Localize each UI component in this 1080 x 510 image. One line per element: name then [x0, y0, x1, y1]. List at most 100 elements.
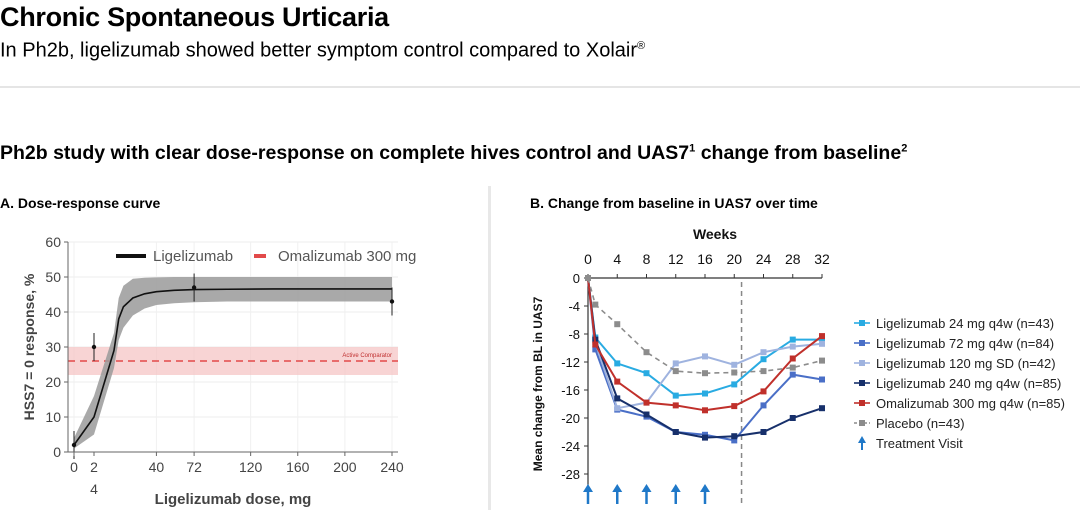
- series-point-4: [672, 402, 679, 409]
- series-point-2: [789, 343, 796, 350]
- treatment-arrow-head: [641, 484, 652, 492]
- x-tick-label-b: 4: [613, 251, 621, 267]
- legend-treatment-arrow-head: [858, 436, 866, 443]
- series-point-1: [592, 346, 599, 353]
- series-point-5: [819, 357, 825, 364]
- series-line-0: [587, 277, 822, 397]
- legend-label-1: Ligelizumab 72 mg q4w (n=84): [876, 336, 1054, 351]
- ligelizumab-fit-line: [73, 288, 392, 446]
- x-axis-title-a: Ligelizumab dose, mg: [155, 491, 312, 508]
- series-point-3: [643, 411, 650, 418]
- x-tick-label-a: 200: [333, 459, 357, 475]
- series-point-4: [702, 407, 708, 414]
- series-point-1: [819, 376, 825, 383]
- observed-point: [389, 299, 395, 304]
- observed-point: [91, 344, 97, 350]
- series-line-2: [587, 277, 823, 410]
- legend-label-2: Ligelizumab 120 mg SD (n=42): [876, 356, 1056, 371]
- footnote-2: 2: [901, 142, 908, 155]
- x-tick-label-a: 4: [90, 481, 98, 497]
- legend-label-4: Omalizumab 300 mg q4w (n=85): [876, 396, 1065, 411]
- legend-label-5: Placebo (n=43): [876, 416, 965, 431]
- y-tick-label-a: 50: [45, 269, 61, 285]
- comparator-label: Active Comparator: [342, 353, 392, 359]
- series-line-4: [587, 277, 823, 412]
- series-point-3: [819, 405, 825, 412]
- x-tick-label-b: 32: [814, 251, 830, 267]
- page-subtitle: In Ph2b, ligelizumab showed better sympt…: [0, 34, 645, 63]
- series-point-1: [789, 371, 796, 378]
- uas7-change-chart: Weeks Mean change from BL in UAS7 0 4 8 12 16 2…: [531, 226, 1065, 504]
- y-tick-label-a: 0: [53, 444, 61, 460]
- series-point-2: [702, 353, 708, 360]
- y-tick-label-b: -8: [568, 327, 580, 342]
- series-point-2: [672, 360, 679, 367]
- x-tick-label-b: 28: [785, 251, 801, 267]
- x-tick-label-a: 120: [239, 459, 263, 475]
- series-point-5: [760, 368, 767, 375]
- series-point-0: [731, 381, 738, 388]
- series-point-4: [643, 399, 650, 406]
- series-point-0: [614, 360, 621, 367]
- series-point-3: [789, 415, 796, 421]
- legend-label-treatment-visit: Treatment Visit: [876, 436, 963, 451]
- treatment-arrow-head: [612, 484, 623, 492]
- x-tick-label-a: 160: [286, 459, 310, 475]
- series-line-5: [587, 277, 823, 375]
- y-axis-title-b: Mean change from BL in UAS7: [531, 296, 545, 471]
- y-axis-title-a: HSS7 = 0 response, %: [21, 273, 37, 420]
- confidence-band: [74, 277, 392, 449]
- y-tick-label-a: 30: [45, 339, 61, 355]
- series-point-0: [789, 336, 796, 343]
- legend-label-0: Ligelizumab 24 mg q4w (n=43): [876, 316, 1054, 331]
- x-tick-label-b: 16: [697, 251, 713, 267]
- top-divider: [0, 86, 1080, 88]
- x-axis-title-b: Weeks: [693, 226, 737, 242]
- series-point-5: [614, 321, 621, 328]
- legend-label-ligelizumab: Ligelizumab: [153, 248, 233, 265]
- series-line-1: [587, 277, 823, 442]
- section-heading-mid: change from baseline: [695, 142, 902, 164]
- legend-marker-2: [859, 360, 865, 366]
- series-point-5: [702, 370, 708, 377]
- y-tick-label-b: -20: [561, 411, 580, 426]
- observed-point: [191, 285, 197, 290]
- page-title: Chronic Spontaneous Urticaria: [0, 2, 389, 32]
- section-heading: Ph2b study with clear dose-response on c…: [0, 142, 907, 165]
- x-tick-label-a: 2: [90, 459, 98, 475]
- treatment-arrow-head: [670, 484, 681, 492]
- x-tick-label-a: 0: [70, 459, 78, 475]
- y-tick-label-b: -28: [561, 467, 580, 482]
- series-point-2: [819, 340, 825, 347]
- x-tick-label-b: 20: [726, 251, 742, 267]
- legend-label-3: Ligelizumab 240 mg q4w (n=85): [876, 376, 1061, 391]
- series-point-2: [731, 361, 738, 368]
- treatment-arrow-head: [700, 484, 710, 492]
- x-tick-label-b: 0: [584, 251, 592, 267]
- x-tick-label-b: 24: [756, 251, 772, 267]
- legend-marker-0: [859, 320, 865, 326]
- series-point-1: [760, 402, 767, 409]
- subtitle-text: In Ph2b, ligelizumab showed better sympt…: [0, 39, 637, 62]
- y-tick-label-b: -4: [568, 299, 580, 314]
- section-heading-text: Ph2b study with clear dose-response on c…: [0, 142, 690, 164]
- y-tick-label-a: 40: [45, 304, 61, 320]
- y-tick-label-a: 10: [45, 409, 61, 425]
- series-line-3: [587, 277, 823, 439]
- registered-mark: ®: [636, 40, 646, 52]
- series-point-3: [702, 434, 708, 441]
- legend-label-omalizumab: Omalizumab 300 mg: [278, 248, 416, 265]
- series-point-2: [760, 349, 767, 356]
- y-tick-label-b: -16: [561, 383, 580, 398]
- series-point-3: [760, 429, 767, 435]
- legend-marker-5: [859, 420, 865, 426]
- treatment-arrow-head: [583, 484, 593, 492]
- legend-marker-1: [859, 340, 865, 346]
- panel-a-title: A. Dose-response curve: [0, 195, 161, 211]
- series-point-0: [819, 336, 825, 343]
- x-tick-label-a: 240: [380, 459, 404, 475]
- footnote-1: 1: [689, 142, 696, 155]
- y-tick-label-b: 0: [573, 271, 580, 286]
- y-tick-label-b: -24: [561, 439, 580, 454]
